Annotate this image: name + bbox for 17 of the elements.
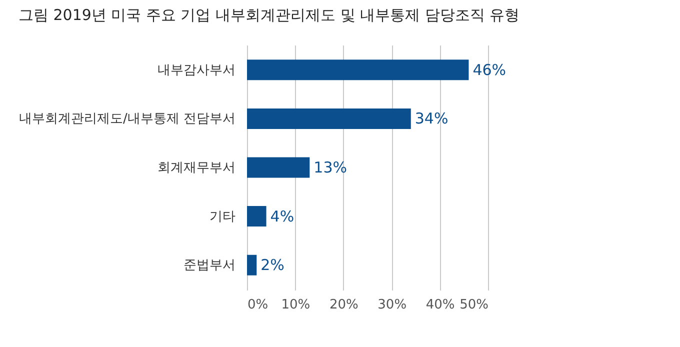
chart-title: 그림 2019년 미국 주요 기업 내부회계관리제도 및 내부통제 담당조직 유형	[18, 6, 520, 24]
data-label: 2%	[260, 256, 284, 274]
x-tick-label: 20%	[329, 298, 358, 312]
x-tick-label: 30%	[378, 298, 407, 312]
x-tick-label: 40%	[426, 298, 455, 312]
y-tick-label: 회계재무부서	[158, 160, 236, 176]
y-tick-label: 준법부서	[184, 258, 236, 274]
y-tick-label: 내부감사부서	[158, 62, 236, 78]
y-tick-label: 내부회계관리제도/내부통제 전담부서	[18, 112, 236, 127]
data-label: 34%	[414, 110, 448, 128]
data-label: 46%	[472, 60, 506, 79]
y-tick-label: 기타	[210, 209, 236, 224]
data-label: 4%	[270, 207, 294, 226]
x-tick-label: 50%	[460, 298, 488, 312]
x-tick-label: 10%	[281, 298, 310, 312]
x-tick-label: 0%	[248, 298, 268, 312]
data-label: 13%	[314, 158, 348, 176]
